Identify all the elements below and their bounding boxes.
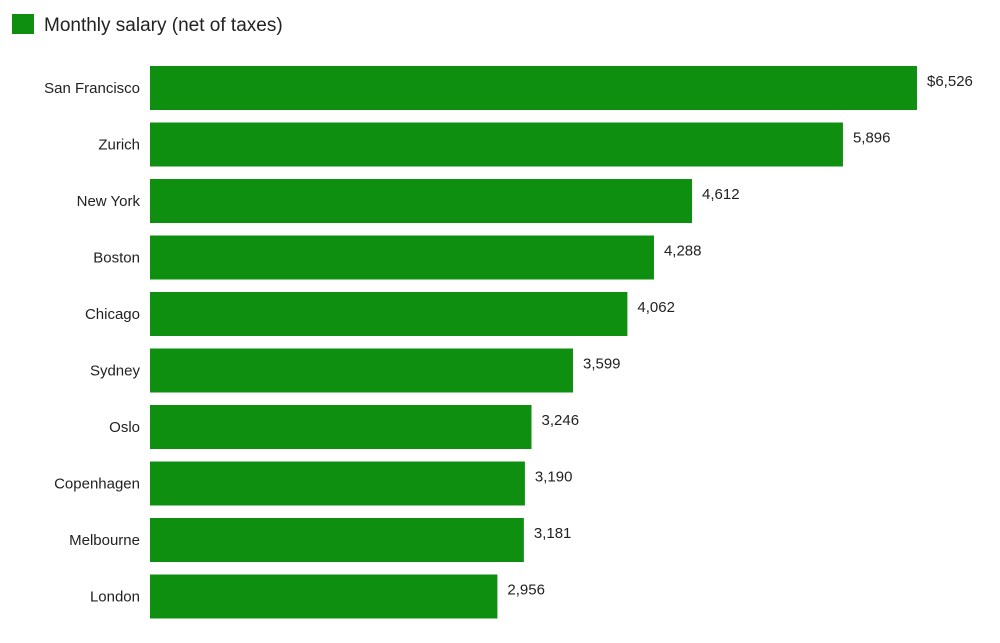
value-label: 3,181 <box>534 525 572 542</box>
bar <box>150 405 532 449</box>
bar <box>150 235 654 280</box>
value-label: 3,246 <box>542 412 580 429</box>
legend: Monthly salary (net of taxes) <box>12 14 283 36</box>
category-label: Zurich <box>98 137 140 154</box>
category-label: New York <box>77 193 141 210</box>
category-label: Oslo <box>109 419 140 436</box>
category-label: San Francisco <box>44 80 140 97</box>
value-label: 3,190 <box>535 469 573 486</box>
legend-swatch <box>12 14 34 34</box>
bar <box>150 122 843 167</box>
value-label: $6,526 <box>927 73 973 90</box>
category-label: Melbourne <box>69 532 140 549</box>
category-label: Copenhagen <box>54 476 140 493</box>
bar <box>150 518 524 562</box>
bar <box>150 574 498 619</box>
value-label: 5,896 <box>853 130 891 147</box>
bar <box>150 292 628 336</box>
value-label: 4,612 <box>702 186 740 203</box>
bar <box>150 66 917 110</box>
value-label: 2,956 <box>507 582 545 599</box>
bar <box>150 179 693 223</box>
category-labels: San Francisco Zurich New York Boston Chicago… <box>44 80 140 606</box>
bar <box>150 348 573 393</box>
value-label: 4,062 <box>637 299 675 316</box>
category-label: London <box>90 589 140 606</box>
value-labels: $6,526 5,896 4,612 4,288 4,062 3,599 3,246 3,19… <box>507 73 972 599</box>
bars <box>150 66 917 619</box>
bar <box>150 461 525 506</box>
legend-label: Monthly salary (net of taxes) <box>44 15 283 36</box>
category-label: Boston <box>93 250 140 267</box>
category-label: Chicago <box>85 306 140 323</box>
value-label: 4,288 <box>664 243 702 260</box>
value-label: 3,599 <box>583 356 621 373</box>
category-label: Sydney <box>90 363 141 380</box>
